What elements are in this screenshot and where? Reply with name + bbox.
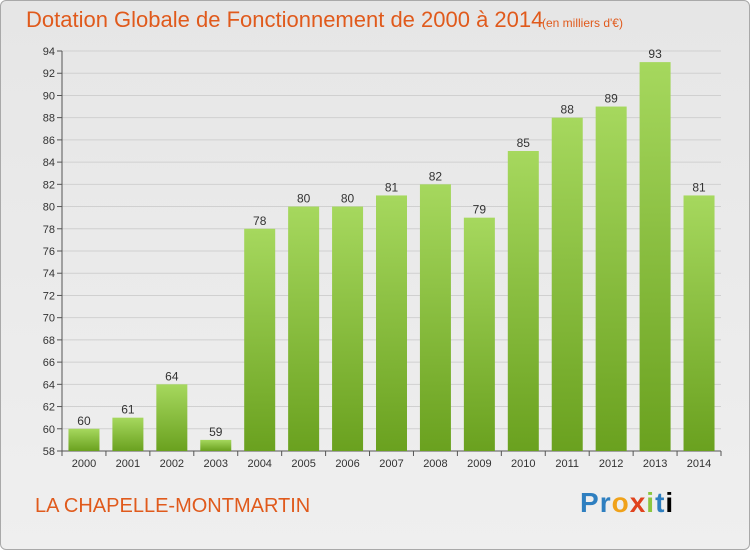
x-tick-label: 2009 <box>467 458 491 470</box>
x-tick-label: 2013 <box>643 458 667 470</box>
y-tick-label: 72 <box>43 290 55 302</box>
logo-letter: r <box>599 487 612 518</box>
x-tick-label: 2010 <box>511 458 535 470</box>
x-tick-label: 2007 <box>379 458 403 470</box>
data-label: 85 <box>517 136 531 150</box>
bar <box>244 228 276 451</box>
bar <box>112 417 144 451</box>
y-tick-label: 58 <box>43 446 55 458</box>
data-label: 59 <box>209 425 223 439</box>
y-tick-label: 94 <box>43 46 55 58</box>
bars <box>68 62 715 452</box>
logo-letter: i <box>665 487 675 518</box>
bar <box>200 439 232 451</box>
data-label: 81 <box>385 180 399 194</box>
y-tick-label: 60 <box>43 424 55 436</box>
data-label: 81 <box>692 180 706 194</box>
bar <box>595 106 627 452</box>
data-label: 93 <box>648 47 662 61</box>
y-tick-label: 68 <box>43 335 55 347</box>
logo-letter: x <box>629 487 647 518</box>
data-label: 60 <box>77 414 91 428</box>
bar <box>639 62 671 451</box>
y-tick-label: 64 <box>43 379 55 391</box>
logo-letter: P <box>580 487 600 518</box>
bar <box>419 184 451 452</box>
x-tick-label: 2003 <box>204 458 228 470</box>
y-tick-label: 74 <box>43 268 55 280</box>
y-tick-label: 86 <box>43 135 55 147</box>
axes: 58 60 62 64 66 68 70 72 74 76 78 80 82 84 86 88 90 92 94 20… <box>43 46 722 470</box>
data-label: 80 <box>297 192 311 206</box>
x-tick-label: 2014 <box>687 458 711 470</box>
proxiti-logo: Proxiti <box>580 487 674 519</box>
chart-title: Dotation Globale de Fonctionnement de 20… <box>26 7 544 32</box>
y-tick-label: 82 <box>43 179 55 191</box>
data-label: 79 <box>473 203 487 217</box>
y-tick-label: 78 <box>43 224 55 236</box>
data-label: 80 <box>341 192 355 206</box>
x-tick-label: 2004 <box>247 458 271 470</box>
bar <box>288 206 320 451</box>
data-label: 89 <box>604 92 618 106</box>
x-tick-label: 2006 <box>335 458 359 470</box>
x-tick-label: 2001 <box>116 458 140 470</box>
y-tick-label: 92 <box>43 68 55 80</box>
x-tick-label: 2008 <box>423 458 447 470</box>
x-tick-label: 2011 <box>555 458 579 470</box>
x-tick-label: 2002 <box>160 458 184 470</box>
data-label: 61 <box>121 403 135 417</box>
y-tick-label: 80 <box>43 202 55 214</box>
data-label: 82 <box>429 169 443 183</box>
bar <box>683 195 715 451</box>
x-tick-label: 2005 <box>291 458 315 470</box>
y-tick-label: 70 <box>43 313 55 325</box>
bar <box>156 384 188 451</box>
bar <box>463 217 495 451</box>
commune-name: LA CHAPELLE-MONTMARTIN <box>35 495 311 517</box>
chart-unit: (en milliers d'€) <box>542 16 623 30</box>
logo-letter: o <box>611 487 630 518</box>
y-tick-label: 76 <box>43 246 55 258</box>
x-tick-label: 2000 <box>72 458 96 470</box>
bar <box>68 428 100 451</box>
data-label: 88 <box>561 103 575 117</box>
bar <box>332 206 364 451</box>
y-tick-label: 66 <box>43 357 55 369</box>
bar <box>507 151 539 451</box>
data-labels: 60 61 64 59 78 80 80 81 82 79 85 88 89 93 81 <box>77 47 706 439</box>
data-label: 78 <box>253 214 267 228</box>
y-tick-label: 62 <box>43 402 55 414</box>
bar <box>376 195 407 451</box>
logo-letter: t <box>655 487 666 518</box>
data-label: 64 <box>165 369 179 383</box>
bar <box>551 117 583 452</box>
x-tick-label: 2012 <box>599 458 623 470</box>
y-tick-label: 84 <box>43 157 55 169</box>
y-tick-label: 88 <box>43 113 55 125</box>
logo-letter: i <box>646 487 656 518</box>
y-tick-label: 90 <box>43 90 55 102</box>
